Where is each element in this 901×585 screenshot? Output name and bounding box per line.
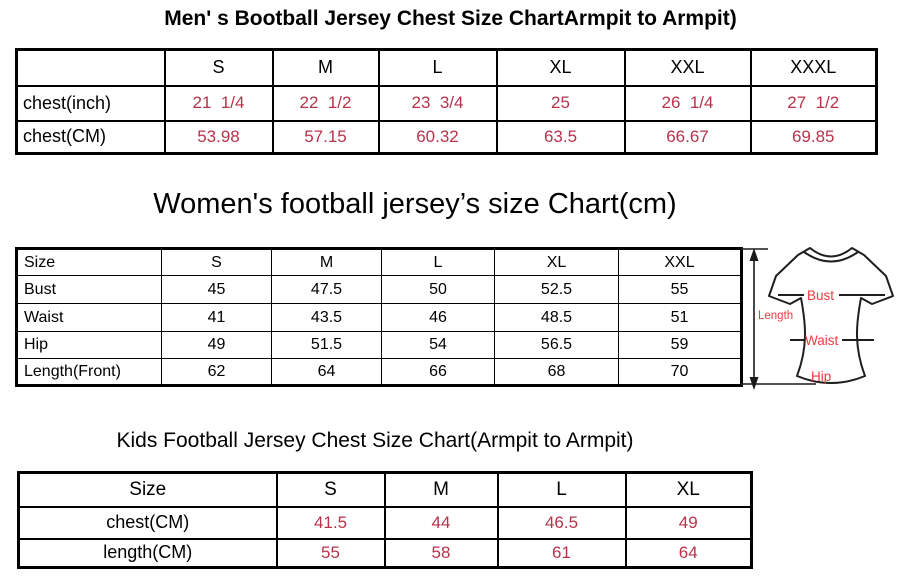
- column-header: XL: [624, 471, 753, 508]
- value-cell: 68: [494, 358, 619, 386]
- row-label: length(CM): [17, 537, 278, 569]
- row-label: chest(CM): [17, 505, 278, 540]
- value-cell: 41: [161, 303, 272, 332]
- value-cell: 70: [618, 358, 742, 386]
- table-row: chest(CM) 53.98 57.15 60.32 63.5 66.67 69.85: [15, 119, 878, 155]
- header-row: S M L XL XXL XXXL: [15, 48, 878, 87]
- length-label: Length: [758, 310, 793, 322]
- column-header: XL: [494, 248, 619, 276]
- length-arrow-icon: [740, 248, 816, 390]
- value-cell: 21 1/4: [163, 84, 274, 122]
- value-cell: 50: [381, 275, 495, 304]
- value-cell: 56.5: [494, 331, 619, 359]
- column-header: S: [275, 471, 386, 508]
- row-label: Hip: [16, 331, 162, 359]
- value-cell: 51.5: [271, 331, 382, 359]
- table-row: Bust 45 47.5 50 52.5 55: [16, 275, 742, 304]
- kids-chart-title: Kids Football Jersey Chest Size Chart(Ar…: [116, 429, 634, 452]
- column-header: Size: [17, 471, 278, 508]
- mens-size-table: S M L XL XXL XXXL chest(inch) 21 1/4 22 1/2 23 3/…: [15, 48, 878, 155]
- value-cell: 61: [496, 537, 627, 569]
- row-label: chest(inch): [15, 84, 166, 122]
- row-label: Waist: [16, 303, 162, 332]
- value-cell: 27 1/2: [749, 84, 878, 122]
- value-cell: 48.5: [494, 303, 619, 332]
- bust-label: Bust: [807, 288, 834, 303]
- table-row: chest(inch) 21 1/4 22 1/2 23 3/4 25 26 1/4 27 …: [15, 84, 878, 122]
- column-header: M: [271, 248, 382, 276]
- value-cell: 66: [381, 358, 495, 386]
- tshirt-measurement-diagram: Length Bust Waist Hip: [740, 247, 894, 390]
- value-cell: 44: [383, 505, 499, 540]
- value-cell: 59: [618, 331, 742, 359]
- value-cell: 52.5: [494, 275, 619, 304]
- row-label: chest(CM): [15, 119, 166, 155]
- column-header: Size: [16, 248, 162, 276]
- value-cell: 41.5: [275, 505, 386, 540]
- value-cell: 49: [624, 505, 753, 540]
- value-cell: 51: [618, 303, 742, 332]
- womens-chart-title: Women's football jersey’s size Chart(cm): [153, 188, 677, 220]
- value-cell: 25: [495, 84, 626, 122]
- value-cell: 64: [624, 537, 753, 569]
- value-cell: 69.85: [749, 119, 878, 155]
- column-header: XXXL: [749, 48, 878, 87]
- column-header: S: [163, 48, 274, 87]
- womens-size-table: Size S M L XL XXL Bust 45 47.5 50 52.5 55 Waist 41 43.…: [15, 247, 743, 387]
- waist-label: Waist: [805, 333, 838, 348]
- hip-label: Hip: [811, 369, 831, 384]
- column-header: M: [383, 471, 499, 508]
- value-cell: 46: [381, 303, 495, 332]
- value-cell: 58: [383, 537, 499, 569]
- tshirt-outline-icon: [768, 247, 894, 384]
- value-cell: 22 1/2: [271, 84, 380, 122]
- column-header: L: [381, 248, 495, 276]
- value-cell: 49: [161, 331, 272, 359]
- table-row: length(CM) 55 58 61 64: [17, 537, 753, 569]
- column-header: M: [271, 48, 380, 87]
- value-cell: 55: [275, 537, 386, 569]
- value-cell: 54: [381, 331, 495, 359]
- column-header: XL: [495, 48, 626, 87]
- value-cell: 63.5: [495, 119, 626, 155]
- value-cell: 53.98: [163, 119, 274, 155]
- column-header: XXL: [623, 48, 752, 87]
- value-cell: 26 1/4: [623, 84, 752, 122]
- kids-size-table: Size S M L XL chest(CM) 41.5 44 46.5 49 length(CM)…: [17, 471, 753, 569]
- value-cell: 57.15: [271, 119, 380, 155]
- value-cell: 66.67: [623, 119, 752, 155]
- value-cell: 47.5: [271, 275, 382, 304]
- row-label: Bust: [16, 275, 162, 304]
- table-row: Length(Front) 62 64 66 68 70: [16, 358, 742, 386]
- column-header: L: [496, 471, 627, 508]
- value-cell: 23 3/4: [377, 84, 498, 122]
- column-header: L: [377, 48, 498, 87]
- table-row: Hip 49 51.5 54 56.5 59: [16, 331, 742, 359]
- value-cell: 43.5: [271, 303, 382, 332]
- column-header: [15, 48, 166, 87]
- header-row: Size S M L XL XXL: [16, 248, 742, 276]
- value-cell: 64: [271, 358, 382, 386]
- value-cell: 62: [161, 358, 272, 386]
- value-cell: 45: [161, 275, 272, 304]
- value-cell: 60.32: [377, 119, 498, 155]
- row-label: Length(Front): [16, 358, 162, 386]
- table-row: chest(CM) 41.5 44 46.5 49: [17, 505, 753, 540]
- measurement-lines: [778, 294, 885, 341]
- value-cell: 46.5: [496, 505, 627, 540]
- column-header: S: [161, 248, 272, 276]
- header-row: Size S M L XL: [17, 471, 753, 508]
- table-row: Waist 41 43.5 46 48.5 51: [16, 303, 742, 332]
- mens-chart-title: Men' s Bootball Jersey Chest Size ChartA…: [164, 7, 737, 30]
- value-cell: 55: [618, 275, 742, 304]
- column-header: XXL: [618, 248, 742, 276]
